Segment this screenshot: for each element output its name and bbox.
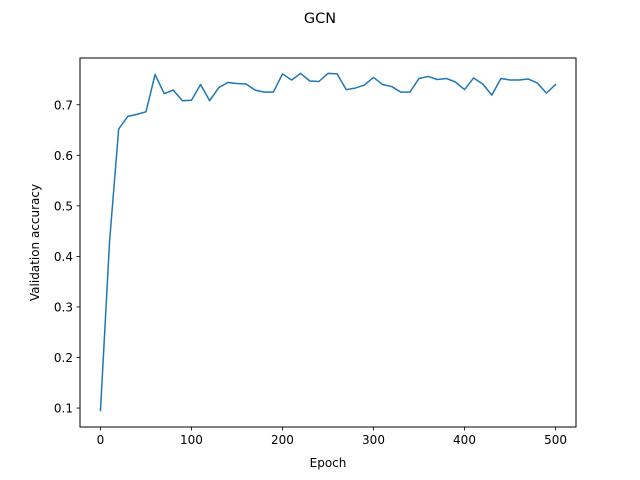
y-tick-label: 0.4 [54,250,73,264]
x-tick-label: 200 [271,433,294,447]
x-axis-label: Epoch [310,456,347,470]
plot-area [99,72,557,412]
y-tick-label: 0.7 [54,98,73,112]
x-tick-label: 400 [453,433,476,447]
y-axis: 0.1 0.2 0.3 0.4 0.5 0.6 0.7 [54,98,80,416]
x-axis: 0 100 200 300 400 500 [97,427,567,447]
y-tick-label: 0.1 [54,402,73,416]
y-tick-label: 0.2 [54,351,73,365]
y-axis-label: Validation accuracy [28,184,42,301]
chart-title: GCN [304,11,336,27]
y-tick-label: 0.5 [54,199,73,213]
y-tick-label: 0.6 [54,149,73,163]
series-line-0 [99,72,557,412]
axes-frame [79,57,577,428]
y-tick-label: 0.3 [54,300,73,314]
x-tick-label: 0 [97,433,105,447]
x-tick-label: 500 [544,433,567,447]
x-tick-label: 300 [362,433,385,447]
x-tick-label: 100 [180,433,203,447]
